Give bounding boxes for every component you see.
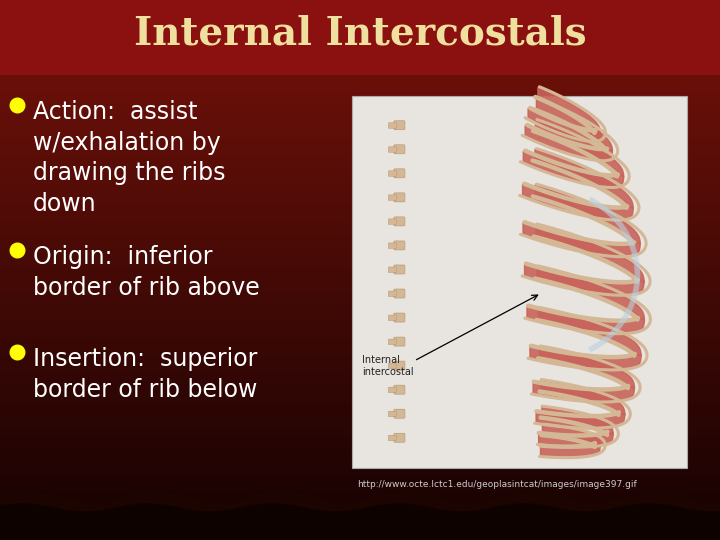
FancyBboxPatch shape (388, 147, 397, 152)
FancyBboxPatch shape (352, 96, 687, 468)
Text: Internal Intercostals: Internal Intercostals (134, 15, 586, 53)
FancyBboxPatch shape (394, 361, 405, 370)
FancyBboxPatch shape (388, 315, 397, 321)
Text: Origin:  inferior
border of rib above: Origin: inferior border of rib above (33, 245, 260, 300)
FancyBboxPatch shape (388, 387, 397, 393)
FancyBboxPatch shape (394, 145, 405, 154)
Text: http://www.octe.lctc1.edu/geoplasintcat/images/image397.gif: http://www.octe.lctc1.edu/geoplasintcat/… (357, 480, 636, 489)
FancyBboxPatch shape (388, 267, 397, 273)
FancyBboxPatch shape (394, 289, 405, 298)
FancyBboxPatch shape (394, 409, 405, 418)
Point (12, 100, 23, 109)
FancyBboxPatch shape (388, 219, 397, 225)
FancyBboxPatch shape (394, 265, 405, 274)
FancyBboxPatch shape (394, 385, 405, 394)
FancyBboxPatch shape (388, 363, 397, 369)
FancyBboxPatch shape (394, 193, 405, 202)
FancyBboxPatch shape (394, 217, 405, 226)
FancyBboxPatch shape (394, 433, 405, 442)
Text: Internal
intercostal: Internal intercostal (362, 355, 413, 377)
Text: Insertion:  superior
border of rib below: Insertion: superior border of rib below (33, 347, 257, 402)
FancyBboxPatch shape (394, 337, 405, 346)
FancyBboxPatch shape (388, 243, 397, 248)
FancyBboxPatch shape (388, 435, 397, 441)
FancyBboxPatch shape (388, 339, 397, 345)
FancyBboxPatch shape (394, 241, 405, 250)
Text: Action:  assist
w/exhalation by
drawing the ribs
down: Action: assist w/exhalation by drawing t… (33, 100, 225, 216)
FancyBboxPatch shape (394, 169, 405, 178)
FancyBboxPatch shape (394, 121, 405, 130)
FancyBboxPatch shape (388, 171, 397, 177)
FancyBboxPatch shape (388, 291, 397, 296)
Point (12, 246, 23, 254)
FancyBboxPatch shape (394, 313, 405, 322)
Point (12, 348, 23, 356)
FancyBboxPatch shape (388, 195, 397, 200)
FancyBboxPatch shape (388, 123, 397, 129)
FancyBboxPatch shape (388, 411, 397, 417)
